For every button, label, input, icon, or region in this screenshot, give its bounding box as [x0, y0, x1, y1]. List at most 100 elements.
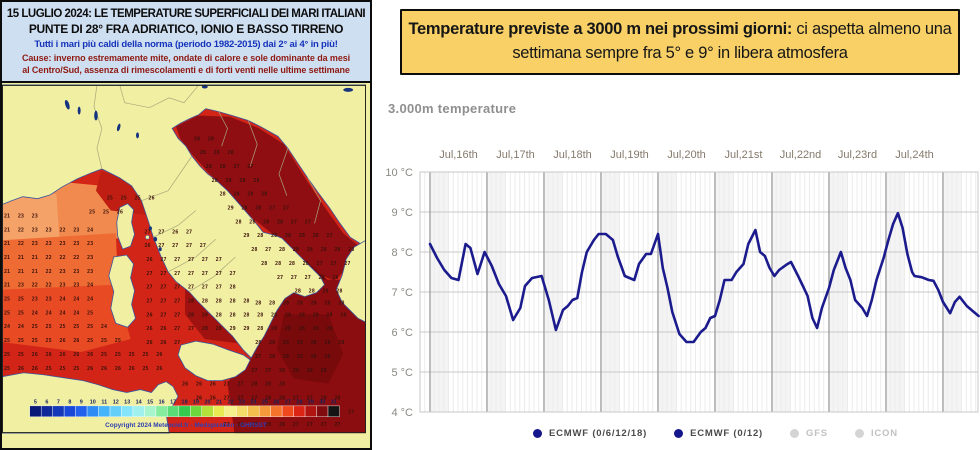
temp-value: 28: [285, 326, 291, 332]
temp-value: 24: [101, 324, 107, 330]
scale-tick-label: 11: [101, 399, 107, 405]
headline-line5: al Centro/Sud, assenza di rimescolamenti…: [22, 65, 350, 76]
temp-value: 28: [233, 191, 239, 197]
temp-value: 28: [253, 178, 259, 184]
temp-value: 28: [257, 312, 263, 318]
temp-value: 22: [59, 227, 65, 233]
temp-value: 26: [101, 366, 107, 372]
forecast-banner: Temperature previste a 3000 m nei prossi…: [400, 9, 960, 75]
scale-cell: [40, 405, 53, 417]
temp-value: 28: [311, 340, 317, 346]
scale-cell: [304, 405, 317, 417]
temp-value: 27: [326, 233, 332, 239]
temp-value: 26: [196, 381, 202, 387]
scale-cell: [75, 405, 88, 417]
temp-value: 27: [146, 284, 152, 290]
temp-value: 25: [87, 310, 93, 316]
temp-value: 28: [283, 354, 289, 360]
scale-tick-label: 23: [239, 399, 245, 405]
temp-value: 29: [313, 312, 319, 318]
temp-value: 28: [208, 136, 214, 142]
scale-cell: [327, 405, 340, 417]
temp-value: 28: [194, 136, 200, 142]
temp-value: 28: [311, 300, 317, 306]
temp-value: 28: [275, 261, 281, 267]
temp-value: 27: [174, 340, 180, 346]
legend-label: ECMWF (0/6/12/18): [549, 428, 648, 439]
temp-value: 28: [241, 205, 247, 211]
temp-value: 24: [73, 296, 79, 302]
temp-value: 27: [265, 367, 271, 373]
temp-value: 25: [142, 366, 148, 372]
scale-tick-label: 9: [80, 399, 83, 405]
temp-value: 26: [144, 243, 150, 249]
temp-value: 28: [214, 150, 220, 156]
scale-tick-label: 22: [227, 399, 233, 405]
chart-legend: ECMWF (0/6/12/18) ECMWF (0/12) GFS ICON: [533, 428, 898, 439]
temp-value: 25: [4, 352, 10, 358]
temp-value: 22: [59, 255, 65, 261]
temp-value: 28: [243, 298, 249, 304]
forecast-panel: Temperature previste a 3000 m nei prossi…: [385, 0, 980, 450]
temp-value: 27: [305, 275, 311, 281]
temp-value: 28: [216, 326, 222, 332]
temp-value: 26: [146, 326, 152, 332]
temp-value: 28: [251, 381, 257, 387]
scale-cell: [29, 405, 42, 417]
temp-value: 27: [330, 261, 336, 267]
temp-value: 28: [336, 288, 342, 294]
temp-value: 26: [148, 195, 154, 201]
temp-value: 26: [73, 352, 79, 358]
scale-tick-label: 16: [159, 399, 165, 405]
temp-value: 22: [46, 255, 52, 261]
lakes: [64, 85, 354, 251]
temp-value: 27: [269, 205, 275, 211]
temp-value: 27: [160, 271, 166, 277]
temp-value: 27: [348, 409, 354, 415]
temp-value: 27: [202, 257, 208, 263]
temp-value: 27: [251, 395, 257, 401]
legend-item-gfs[interactable]: GFS: [790, 428, 828, 439]
temp-value: 25: [142, 352, 148, 358]
temp-value: 27: [200, 243, 206, 249]
temp-value: 21: [4, 269, 10, 275]
temp-value: 23: [46, 241, 52, 247]
temp-value: 28: [348, 247, 354, 253]
scale-tick-label: 18: [182, 399, 188, 405]
y-tick-label: 8 °C: [391, 247, 413, 259]
temp-value: 28: [338, 300, 344, 306]
temp-value: 29: [243, 326, 249, 332]
temp-value: 28: [283, 340, 289, 346]
temp-value: 27: [202, 284, 208, 290]
temp-value: 28: [269, 340, 275, 346]
headline-box: 15 LUGLIO 2024: LE TEMPERATURE SUPERFICI…: [2, 2, 370, 83]
scale-tick-label: 14: [136, 399, 142, 405]
temp-value: 25: [101, 338, 107, 344]
temp-value: 25: [107, 195, 113, 201]
temp-value: 27: [255, 354, 261, 360]
temp-value: 27: [144, 229, 150, 235]
scale-cell: [86, 405, 99, 417]
temp-value: 28: [212, 178, 218, 184]
legend-item-icon-model[interactable]: ICON: [854, 428, 898, 439]
temp-value: 24: [46, 310, 52, 316]
scale-cell: [63, 405, 76, 417]
legend-item-ecmwf-ens[interactable]: ECMWF (0/6/12/18): [533, 428, 647, 439]
scale-cell: [236, 405, 248, 417]
temp-value: 29: [228, 205, 234, 211]
temp-value: 21: [32, 269, 38, 275]
temp-value: 27: [188, 284, 194, 290]
temp-value: 28: [332, 275, 338, 281]
scale-cell: [144, 405, 157, 417]
temp-value: 28: [320, 367, 326, 373]
legend-label: ECMWF (0/12): [690, 428, 764, 439]
temp-value: 28: [255, 300, 261, 306]
temp-value: 27: [293, 395, 299, 401]
scale-cell: [213, 405, 225, 417]
scale-cell: [167, 405, 180, 417]
temp-value: 28: [229, 312, 235, 318]
temp-value: 23: [59, 282, 65, 288]
temp-value: 28: [271, 326, 277, 332]
temp-value: 25: [32, 324, 38, 330]
legend-item-ecmwf[interactable]: ECMWF (0/12): [674, 428, 763, 439]
